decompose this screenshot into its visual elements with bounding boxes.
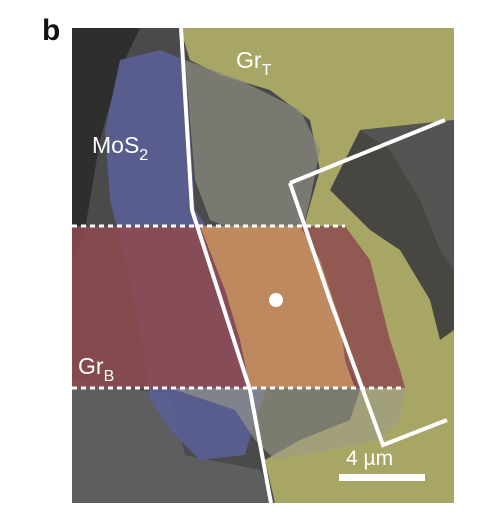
measurement-point — [269, 293, 283, 307]
panel-letter: b — [42, 14, 61, 47]
substrate-light-region — [72, 380, 275, 503]
label-mos2: MoS2 — [92, 132, 148, 164]
scale-bar-label: 4 µm — [346, 447, 393, 470]
right-step-flake — [360, 120, 454, 270]
label-top-graphene: GrT — [236, 47, 272, 79]
substrate-dark-region — [72, 28, 140, 260]
top-graphene-grey-region — [185, 60, 320, 240]
annotations — [72, 27, 448, 504]
overlap-region — [200, 226, 355, 388]
label-bottom-graphene: GrB — [78, 353, 114, 385]
bottom-grey-strip — [170, 388, 405, 460]
right-region-boundary — [289, 118, 446, 185]
top-electrode-boundary — [179, 27, 273, 504]
right-region-boundary-lower — [288, 182, 448, 448]
optical-image — [72, 28, 454, 503]
scale-bar — [339, 474, 425, 481]
